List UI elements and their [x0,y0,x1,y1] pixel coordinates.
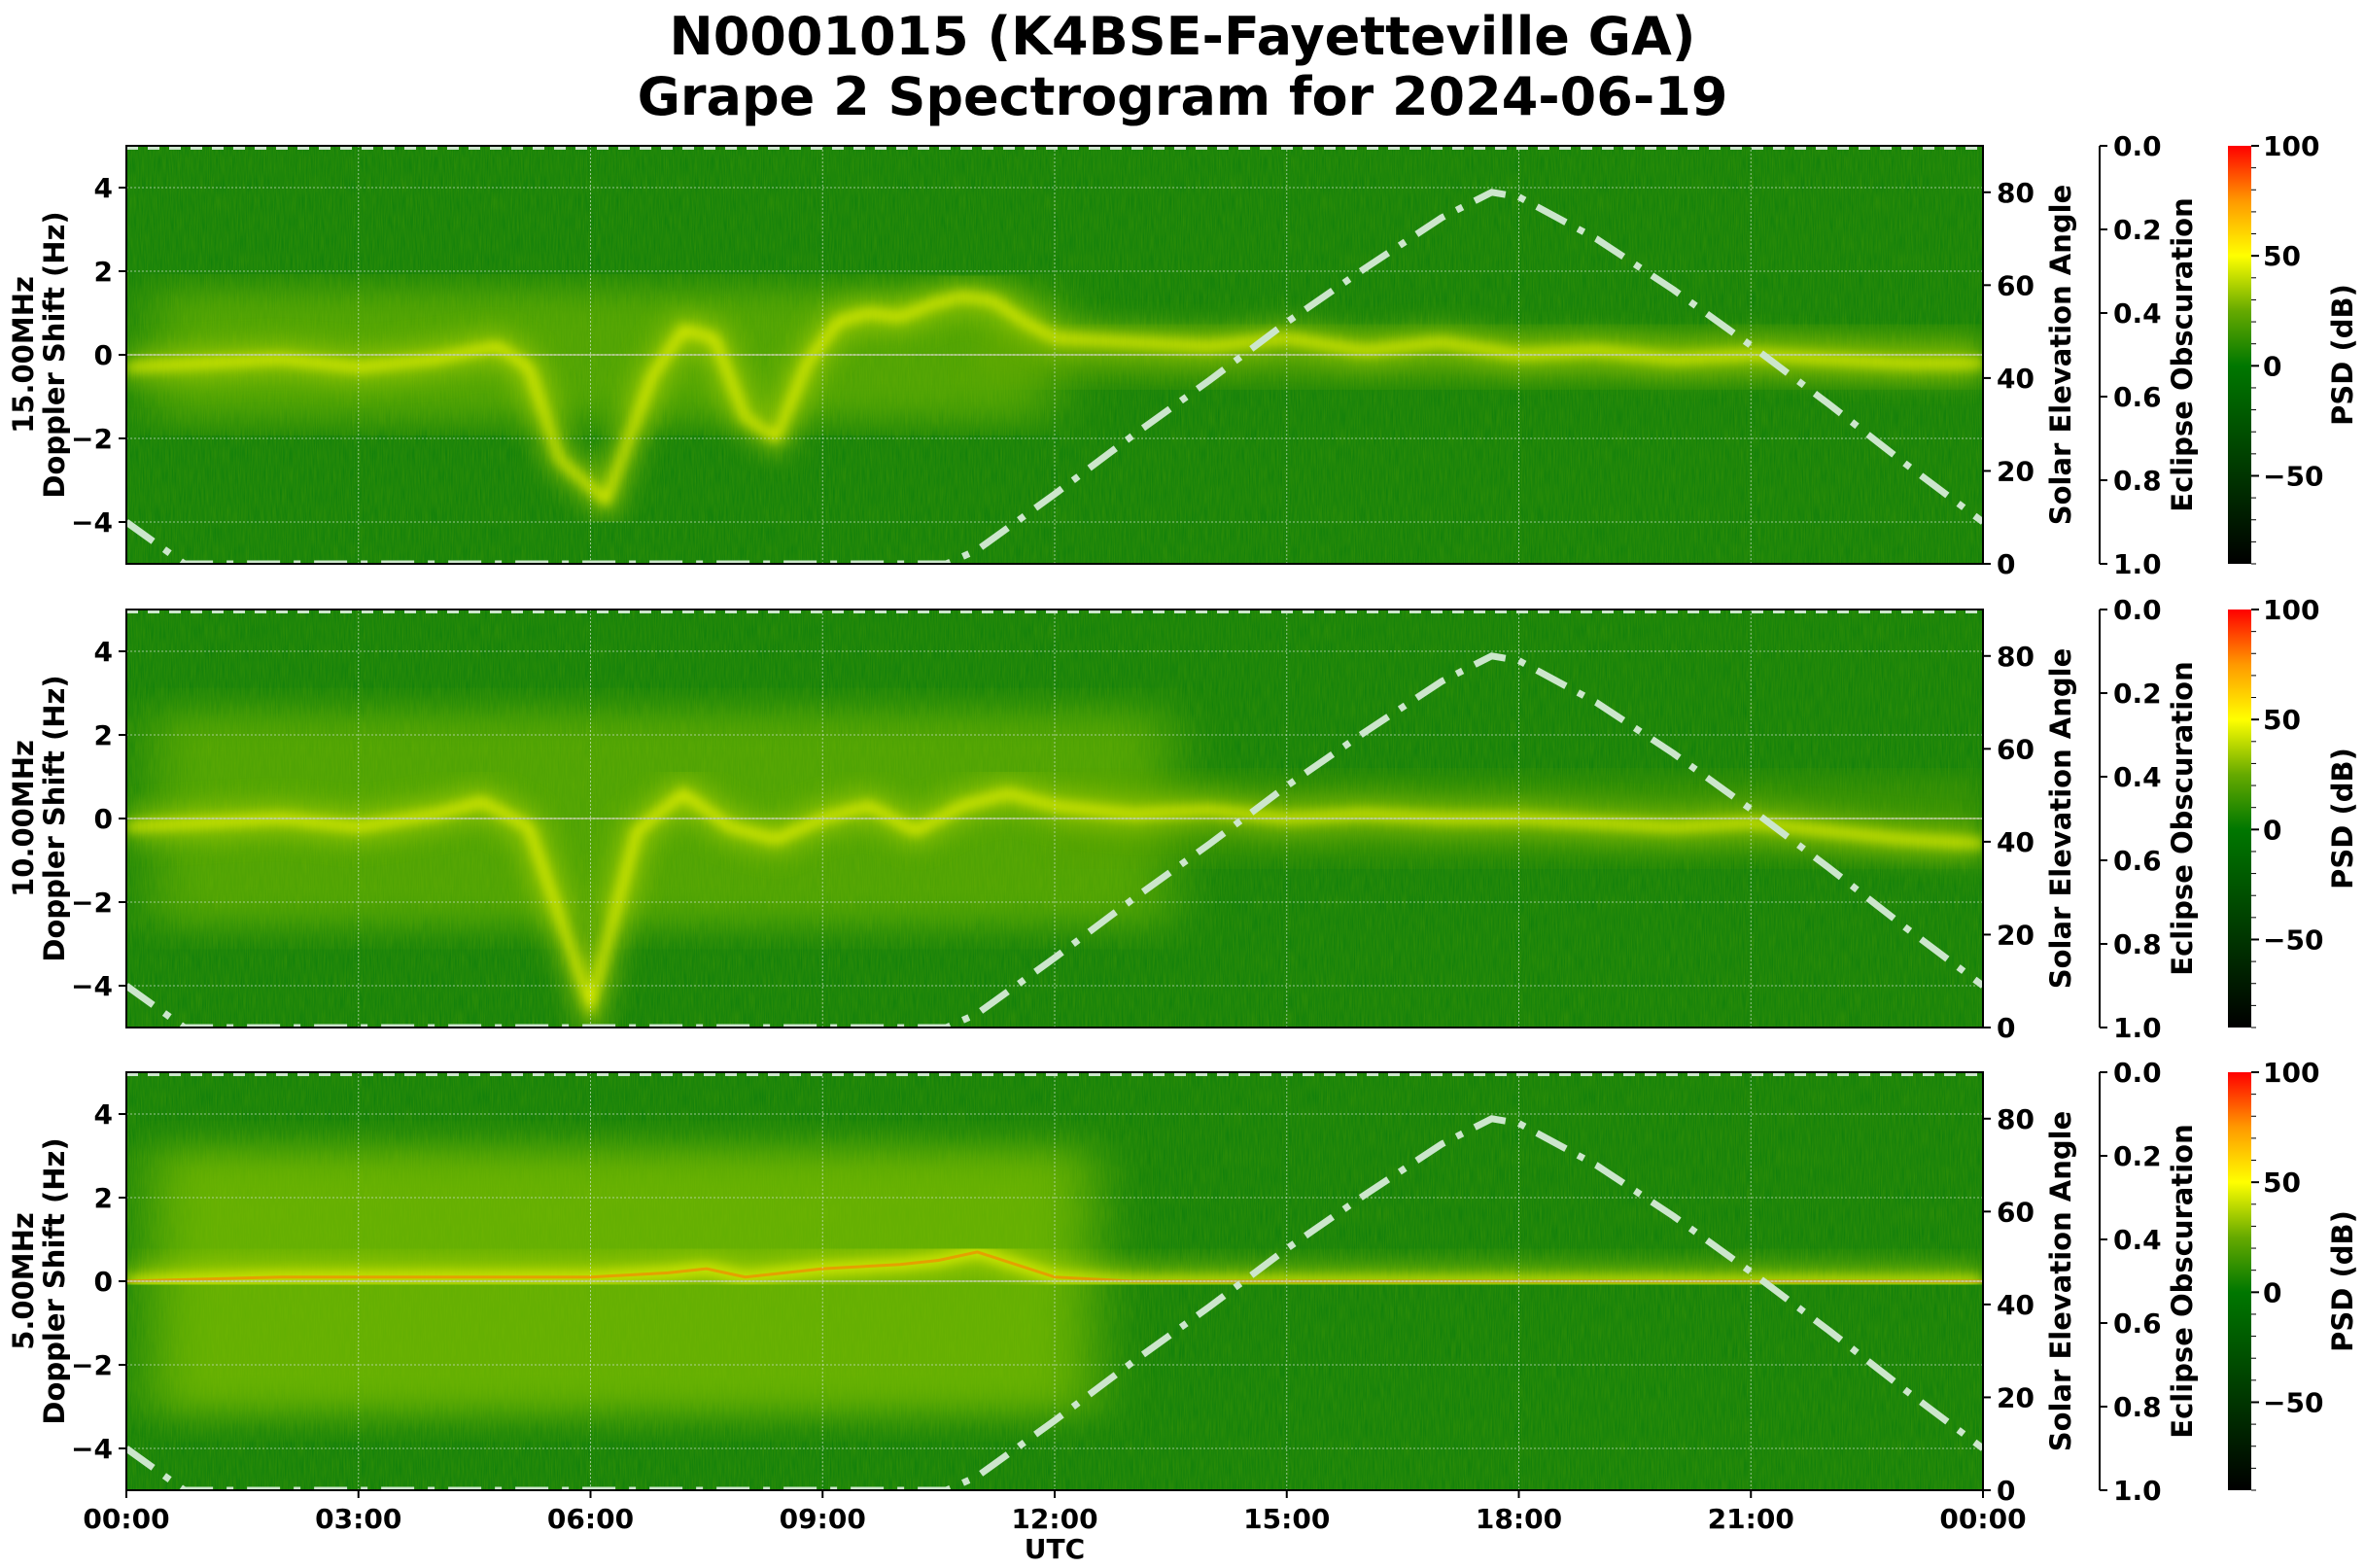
x-tick-label: 00:00 [83,1503,169,1535]
x-tick-label: 09:00 [780,1503,866,1535]
colorbar-tick-label: 50 [2263,704,2301,736]
x-tick-label: 18:00 [1476,1503,1562,1535]
solar-tick-label: 60 [1997,269,2035,301]
eclipse-tick-label: 1.0 [2113,1475,2162,1507]
colorbar-tick-label: 50 [2263,1167,2301,1199]
y-tick-label: 2 [94,719,113,751]
solar-elevation-curve [126,1115,1983,1490]
eclipse-tick-label: 0.4 [2113,761,2162,793]
ylabel-frequency: 15.00MHz [7,276,40,434]
eclipse-tick-label: 0.2 [2113,1140,2162,1172]
chart-title-line2: Grape 2 Spectrogram for 2024-06-19 [637,66,1728,127]
colorbar-tick-label: 100 [2263,594,2319,626]
colorbar-tick-label: 100 [2263,130,2319,162]
x-tick-label: 15:00 [1243,1503,1330,1535]
y-tick-label: 4 [94,172,113,204]
colorbar-tick-label: 0 [2263,350,2281,382]
solar-tick-label: 0 [1997,548,2015,580]
eclipse-tick-label: 0.6 [2113,845,2162,877]
eclipse-obscuration-label: Eclipse Obscuration [2166,1124,2199,1438]
eclipse-tick-label: 0.8 [2113,1391,2162,1423]
colorbar-label: PSD (dB) [2326,1210,2359,1352]
chart-title-line1: N0001015 (K4BSE-Fayetteville GA) [669,6,1696,67]
y-tick-label: 4 [94,1098,113,1131]
x-axis: 00:00 03:00 06:00 09:00 12:00 15:00 18:00 21:00… [83,1490,2027,1565]
solar-tick-label: 40 [1997,826,2035,858]
eclipse-tick-label: 0.4 [2113,297,2162,330]
colorbar-tick-label: 100 [2263,1057,2319,1089]
solar-tick-label: 80 [1997,177,2035,209]
solar-elevation-label: Solar Elevation Angle [2044,648,2077,990]
eclipse-tick-label: 0.8 [2113,465,2162,497]
solar-tick-label: 80 [1997,641,2035,673]
solar-tick-label: 40 [1997,363,2035,395]
x-axis-label: UTC [1025,1533,1085,1565]
ylabel-frequency: 10.00MHz [7,740,40,897]
colorbar-tick-label: −50 [2263,1386,2323,1418]
ylabel-frequency: 5.00MHz [7,1212,40,1350]
solar-tick-label: 0 [1997,1012,2015,1044]
eclipse-tick-label: 0.4 [2113,1224,2162,1256]
x-tick-label: 06:00 [547,1503,634,1535]
colorbar-label: PSD (dB) [2326,284,2359,426]
x-tick-label: 03:00 [315,1503,401,1535]
solar-elevation-curve [126,652,1983,1028]
eclipse-tick-label: 0.8 [2113,928,2162,960]
eclipse-tick-label: 0.6 [2113,381,2162,413]
solar-tick-label: 60 [1997,1196,2035,1228]
y-tick-label: −4 [71,970,113,1002]
solar-elevation-label: Solar Elevation Angle [2044,185,2077,526]
y-tick-label: −4 [71,506,113,539]
solar-elevation-curve [126,189,1983,564]
ylabel-doppler: Doppler Shift (Hz) [38,211,71,498]
colorbar-tick-label: 50 [2263,240,2301,272]
colorbar-label: PSD (dB) [2326,748,2359,889]
x-tick-label: 21:00 [1708,1503,1794,1535]
y-tick-label: 0 [94,339,113,371]
eclipse-tick-label: 1.0 [2113,548,2162,580]
colorbar-15MHz: 100 50 0 −50 PSD (dB) [2228,130,2359,565]
y-tick-label: −2 [71,1349,113,1381]
colorbar-tick-label: −50 [2263,923,2323,956]
solar-tick-label: 40 [1997,1289,2035,1321]
y-tick-label: 2 [94,256,113,288]
solar-tick-label: 80 [1997,1103,2035,1135]
eclipse-obscuration-label: Eclipse Obscuration [2166,197,2199,511]
x-tick-label: 12:00 [1011,1503,1097,1535]
y-tick-label: −2 [71,423,113,455]
eclipse-obscuration-label: Eclipse Obscuration [2166,661,2199,975]
colorbar-5MHz: 100 50 0 −50 PSD (dB) [2228,1057,2359,1491]
eclipse-tick-label: 0.2 [2113,214,2162,246]
eclipse-tick-label: 0.6 [2113,1307,2162,1340]
eclipse-tick-label: 0.0 [2113,130,2162,162]
ylabel-doppler: Doppler Shift (Hz) [38,1137,71,1424]
colorbar-10MHz: 100 50 0 −50 PSD (dB) [2228,594,2359,1028]
y-tick-label: 4 [94,636,113,668]
solar-tick-label: 60 [1997,733,2035,765]
solar-tick-label: 20 [1997,919,2035,951]
colorbar-tick-label: 0 [2263,814,2281,846]
colorbar-tick-label: −50 [2263,460,2323,492]
eclipse-tick-label: 1.0 [2113,1012,2162,1044]
eclipse-tick-label: 0.0 [2113,1057,2162,1089]
solar-elevation-label: Solar Elevation Angle [2044,1111,2077,1452]
y-tick-label: 0 [94,1266,113,1298]
x-tick-label: 00:00 [1939,1503,2026,1535]
solar-tick-label: 20 [1997,455,2035,487]
solar-tick-label: 20 [1997,1381,2035,1413]
y-tick-label: −4 [71,1433,113,1465]
y-tick-label: 0 [94,803,113,835]
solar-tick-label: 0 [1997,1475,2015,1507]
doppler-trace [126,293,1983,507]
y-tick-label: −2 [71,887,113,919]
ylabel-doppler: Doppler Shift (Hz) [38,675,71,961]
colorbar-tick-label: 0 [2263,1276,2281,1308]
eclipse-tick-label: 0.0 [2113,594,2162,626]
y-tick-label: 2 [94,1182,113,1214]
eclipse-tick-label: 0.2 [2113,678,2162,710]
